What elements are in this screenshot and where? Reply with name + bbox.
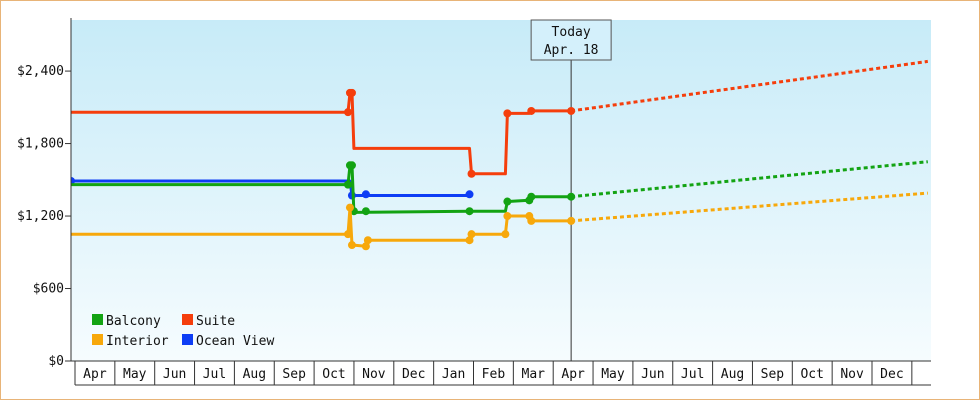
data-point-interior — [347, 241, 356, 250]
x-tick-label: Sep — [761, 367, 785, 382]
x-tick-label: Jan — [442, 367, 465, 382]
x-tick-label: Apr — [83, 367, 107, 382]
legend-swatch-interior — [92, 334, 103, 345]
series-forecast-interior — [570, 191, 928, 223]
x-tick-label: Apr — [561, 367, 585, 382]
series-forecast-balcony — [570, 160, 928, 199]
x-tick-label: Jul — [203, 367, 226, 382]
data-point-interior — [363, 236, 372, 245]
legend-swatch-balcony — [92, 314, 103, 325]
data-point-suite — [467, 169, 476, 178]
data-point-interior — [567, 216, 576, 225]
x-tick-label: Feb — [482, 367, 506, 382]
data-point-ocean-view — [71, 177, 76, 186]
data-point-suite — [343, 108, 352, 117]
data-point-balcony — [503, 197, 512, 206]
x-tick-label: Dec — [402, 367, 425, 382]
data-point-suite — [567, 106, 576, 115]
x-tick-label: Oct — [800, 367, 823, 382]
data-point-ocean-view — [361, 190, 370, 199]
data-point-interior — [465, 236, 474, 245]
data-point-interior — [343, 230, 352, 239]
data-point-suite — [503, 109, 512, 118]
data-point-ocean-view — [465, 190, 474, 199]
x-tick-label: Oct — [322, 367, 345, 382]
data-point-balcony — [361, 207, 370, 216]
y-tick-label: $1,800 — [17, 137, 64, 152]
x-tick-label: Dec — [880, 367, 903, 382]
today-box — [530, 19, 612, 61]
x-tick-label: Aug — [243, 367, 266, 382]
legend-label-balcony: Balcony — [106, 314, 161, 329]
x-tick-label: Nov — [840, 367, 864, 382]
legend-swatch-ocean-view — [182, 334, 193, 345]
legend-swatch-suite — [182, 314, 193, 325]
legend-label-interior: Interior — [106, 334, 169, 349]
series-layer — [71, 59, 929, 251]
x-tick-label: Mar — [522, 367, 546, 382]
data-point-balcony — [567, 192, 576, 201]
today-date: Apr. 18 — [544, 43, 599, 58]
data-point-interior — [361, 242, 370, 251]
x-tick-label: Jun — [163, 367, 186, 382]
x-tick-label: Nov — [362, 367, 386, 382]
legend-label-suite: Suite — [196, 314, 235, 329]
legend: Balcony Suite Interior Ocean View — [92, 314, 274, 349]
x-tick-label: Jun — [641, 367, 664, 382]
data-point-balcony — [343, 180, 352, 189]
y-tick-label: $1,200 — [17, 209, 64, 224]
data-point-interior — [527, 216, 536, 225]
y-tick-label: $600 — [33, 282, 64, 297]
data-point-interior — [501, 230, 510, 239]
x-tick-label: Aug — [721, 367, 744, 382]
today-label: Today — [552, 25, 591, 40]
data-point-suite — [347, 88, 356, 97]
data-point-balcony — [527, 192, 536, 201]
series-line-ocean-view — [71, 179, 470, 197]
y-tick-label: $2,400 — [17, 64, 64, 79]
x-tick-label: May — [601, 367, 625, 382]
x-tick-label: Sep — [282, 367, 306, 382]
legend-label-ocean-view: Ocean View — [196, 334, 274, 349]
data-point-interior — [503, 212, 512, 221]
data-point-interior — [467, 230, 476, 239]
x-tick-label: May — [123, 367, 147, 382]
y-tick-label: $0 — [48, 354, 64, 369]
axes: Apr May Jun Jul Aug Sep Oct Nov Dec Jan Feb Mar Apr M… — [17, 18, 931, 386]
data-point-suite — [527, 106, 536, 115]
data-point-balcony — [347, 161, 356, 170]
plot-area — [71, 20, 931, 361]
data-point-balcony — [465, 207, 474, 216]
x-tick-label: Jul — [681, 367, 704, 382]
data-point-interior — [345, 203, 354, 212]
